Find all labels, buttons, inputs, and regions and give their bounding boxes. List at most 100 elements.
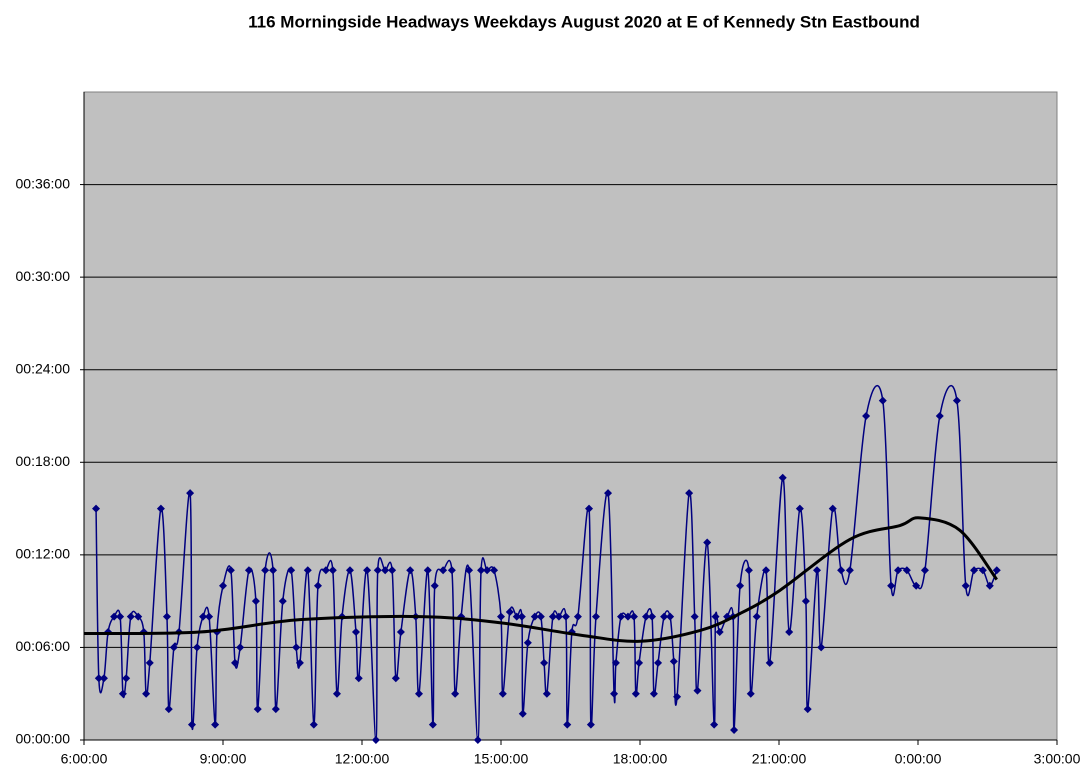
data-point xyxy=(669,657,678,666)
data-point xyxy=(530,612,539,621)
data-point xyxy=(164,705,173,714)
data-point xyxy=(505,607,514,616)
data-point xyxy=(611,658,620,667)
trend-line xyxy=(83,516,998,643)
data-point xyxy=(795,504,804,513)
data-point xyxy=(156,504,165,513)
data-point xyxy=(490,566,499,575)
chart-title: 116 Morningside Headways Weekdays August… xyxy=(248,12,920,31)
y-tick-label: 00:18:00 xyxy=(16,453,71,469)
data-point xyxy=(483,566,492,575)
data-point xyxy=(573,612,582,621)
data-point xyxy=(253,705,262,714)
data-point xyxy=(586,720,595,729)
data-point xyxy=(585,504,594,513)
data-point xyxy=(604,489,613,498)
data-point xyxy=(428,720,437,729)
data-point xyxy=(642,612,651,621)
data-point xyxy=(803,705,812,714)
data-point xyxy=(498,689,507,698)
data-point xyxy=(303,566,312,575)
data-point xyxy=(116,612,125,621)
data-point xyxy=(373,566,382,575)
data-point xyxy=(610,689,619,698)
data-point xyxy=(169,643,178,652)
data-point xyxy=(92,504,101,513)
data-point xyxy=(447,566,456,575)
data-point xyxy=(261,566,270,575)
data-point xyxy=(226,566,235,575)
data-point xyxy=(278,597,287,606)
data-point xyxy=(540,658,549,667)
data-point xyxy=(517,612,526,621)
data-point xyxy=(878,396,887,405)
data-point xyxy=(887,581,896,590)
data-point xyxy=(785,628,794,636)
data-point xyxy=(752,612,761,621)
data-point xyxy=(894,566,903,575)
data-point xyxy=(629,612,638,621)
y-tick-label: 00:36:00 xyxy=(16,175,71,191)
data-point xyxy=(912,581,921,590)
data-point xyxy=(623,612,632,621)
data-point xyxy=(666,612,675,621)
data-point xyxy=(287,566,296,575)
y-tick-label: 00:24:00 xyxy=(16,360,71,376)
data-point xyxy=(423,566,432,575)
y-tick-label: 00:12:00 xyxy=(16,546,71,562)
data-point xyxy=(812,566,821,575)
data-point xyxy=(477,566,486,575)
x-tick-label: 0:00:00 xyxy=(895,751,942,767)
data-point xyxy=(351,628,360,636)
data-point xyxy=(711,612,720,621)
data-point xyxy=(313,581,322,590)
data-point xyxy=(381,566,390,575)
data-point xyxy=(473,736,482,744)
data-point xyxy=(561,612,570,621)
data-point xyxy=(902,566,911,575)
data-point xyxy=(251,597,260,606)
data-point xyxy=(801,597,810,606)
data-point xyxy=(328,566,337,575)
data-point xyxy=(693,686,702,695)
data-point xyxy=(345,566,354,575)
x-tick-label: 12:00:00 xyxy=(335,751,390,767)
data-point xyxy=(193,643,202,652)
data-point xyxy=(292,643,301,652)
data-point xyxy=(563,720,572,729)
x-tick-label: 9:00:00 xyxy=(200,751,247,767)
data-point xyxy=(961,581,970,590)
data-point xyxy=(765,658,774,667)
data-point xyxy=(219,581,227,590)
data-point xyxy=(715,628,724,636)
data-point xyxy=(126,612,135,621)
data-point xyxy=(591,612,600,621)
data-point xyxy=(828,504,837,513)
data-point xyxy=(548,612,557,621)
data-point xyxy=(414,689,423,698)
data-point xyxy=(746,689,755,698)
data-point xyxy=(710,720,719,729)
x-tick-label: 3:00:00 xyxy=(1034,751,1081,767)
data-point xyxy=(439,566,448,575)
data-point xyxy=(295,658,304,667)
data-point xyxy=(199,612,208,621)
data-point xyxy=(371,736,380,744)
data-point xyxy=(648,612,657,621)
data-point xyxy=(617,612,626,621)
data-point xyxy=(730,725,739,734)
data-point xyxy=(518,709,527,718)
data-point xyxy=(649,689,658,698)
data-point xyxy=(186,489,195,498)
data-point xyxy=(271,705,280,714)
data-point xyxy=(465,566,474,575)
y-tick-label: 00:30:00 xyxy=(16,268,71,284)
data-point xyxy=(985,581,994,590)
data-point xyxy=(99,674,108,683)
data-point xyxy=(430,581,439,590)
data-point xyxy=(673,692,682,701)
data-point xyxy=(631,689,640,698)
data-point xyxy=(862,412,871,420)
data-point xyxy=(703,538,712,547)
